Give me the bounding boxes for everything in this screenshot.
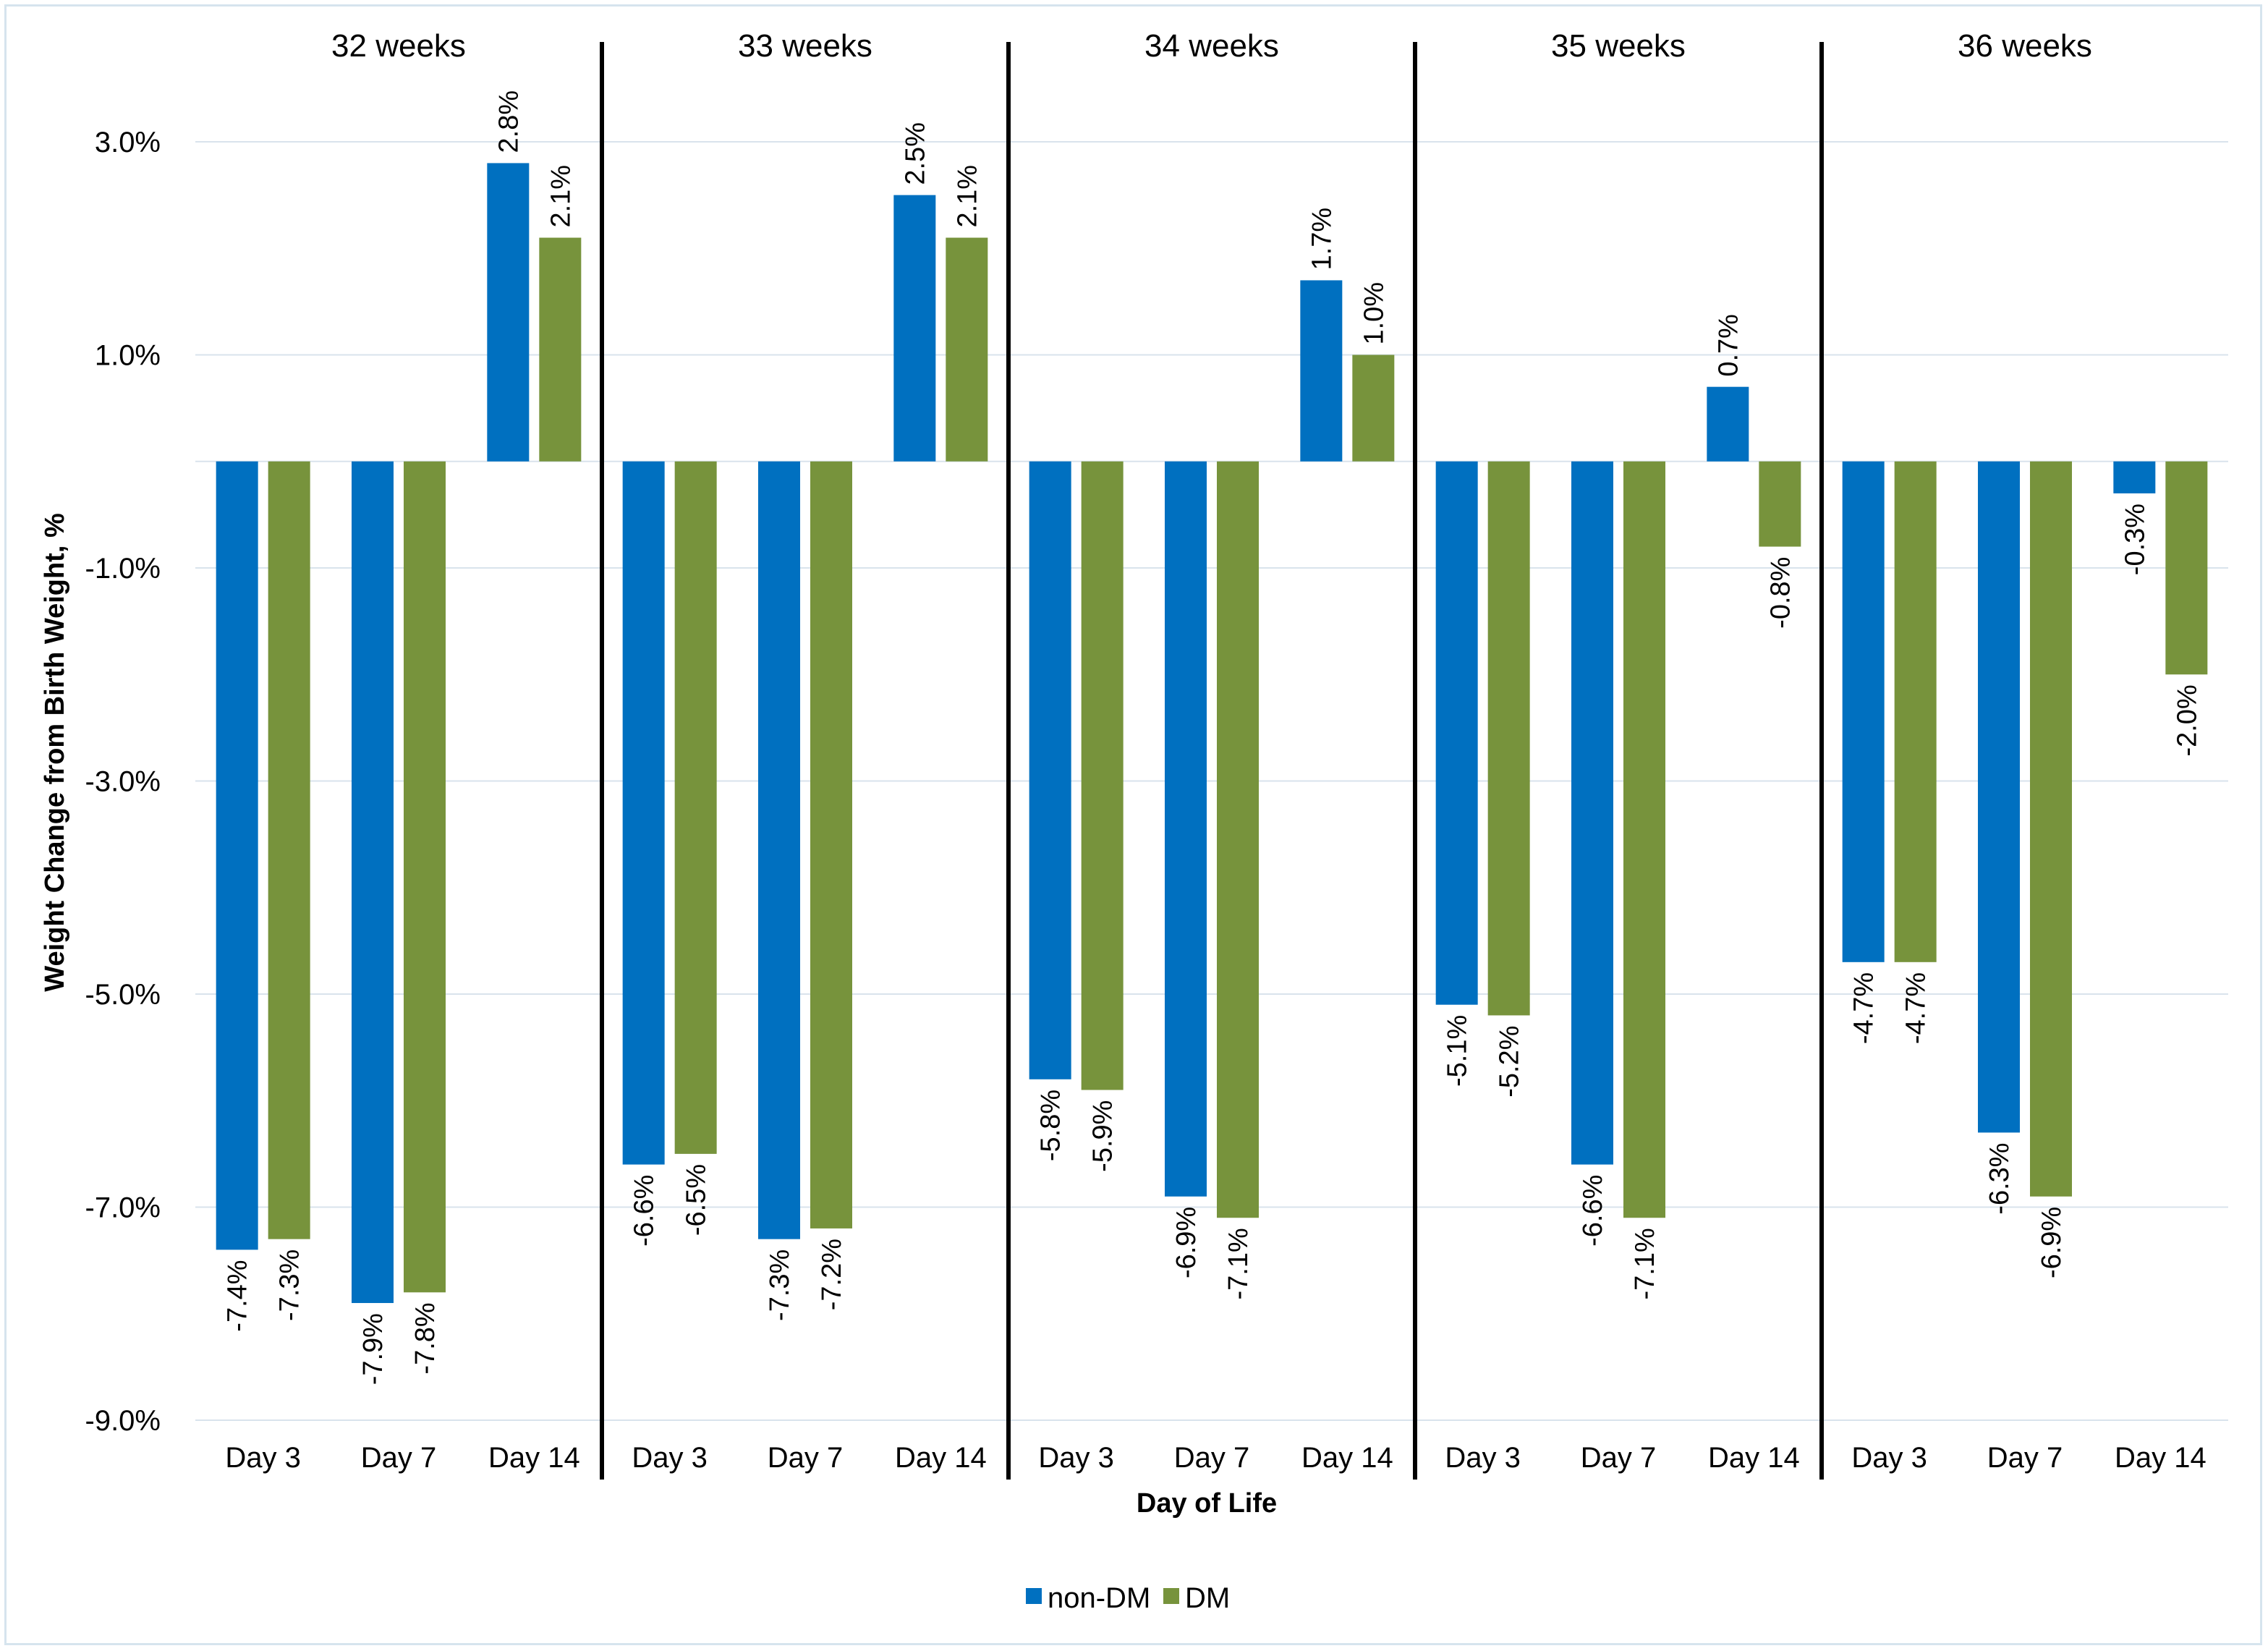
data-label: -7.3% — [765, 1249, 795, 1321]
category-label: Day 14 — [488, 1442, 580, 1474]
data-label: -6.9% — [1171, 1207, 1202, 1278]
bars — [216, 163, 2208, 1304]
bar-non-dm — [1707, 386, 1749, 462]
y-tick-label: 1.0% — [95, 340, 161, 372]
data-label: 0.7% — [1713, 314, 1744, 377]
category-label: Day 3 — [1445, 1442, 1521, 1474]
bar-non-dm — [758, 461, 800, 1239]
data-label: -6.9% — [2036, 1207, 2067, 1278]
data-label: -5.2% — [1495, 1025, 1525, 1097]
data-label: -5.1% — [1443, 1015, 1473, 1087]
group-label: 32 weeks — [331, 28, 466, 64]
data-label: -7.1% — [1630, 1228, 1660, 1299]
data-label: -2.0% — [2172, 684, 2202, 756]
category-label: Day 14 — [1301, 1442, 1393, 1474]
bar-non-dm — [1571, 461, 1613, 1165]
bar-dm — [404, 461, 446, 1293]
bar-dm — [1623, 461, 1665, 1218]
labels: 3.0% 1.0% -1.0% -3.0% -5.0% -7.0% -9.0% 32 week… — [85, 28, 2207, 1474]
bar-non-dm — [1978, 461, 2020, 1133]
data-label: -7.2% — [817, 1239, 847, 1310]
y-tick-label: -1.0% — [85, 553, 161, 585]
legend-label: non-DM — [1048, 1582, 1150, 1614]
bar-non-dm — [622, 461, 665, 1165]
gridlines — [195, 141, 2228, 1421]
bar-non-dm — [216, 461, 258, 1250]
legend-label: DM — [1185, 1582, 1230, 1614]
group-label: 35 weeks — [1551, 28, 1686, 64]
data-label: -7.8% — [410, 1302, 441, 1374]
data-label: -6.3% — [1984, 1142, 2015, 1214]
data-label: -7.3% — [275, 1249, 305, 1321]
y-tick-label: -9.0% — [85, 1405, 161, 1437]
data-label: -6.5% — [681, 1164, 712, 1236]
bar-dm — [1894, 461, 1937, 962]
bar-dm — [268, 461, 310, 1239]
bar-non-dm — [1435, 461, 1478, 1005]
group-label: 34 weeks — [1144, 28, 1279, 64]
data-label: 2.1% — [952, 165, 982, 228]
y-tick-label: -7.0% — [85, 1192, 161, 1224]
data-label: -7.1% — [1223, 1228, 1254, 1299]
bar-non-dm — [1165, 461, 1207, 1197]
bar-dm — [946, 237, 988, 462]
legend-swatch-non-dm — [1026, 1588, 1042, 1604]
category-label: Day 7 — [1174, 1442, 1250, 1474]
bar-dm — [810, 461, 852, 1228]
category-label: Day 3 — [225, 1442, 301, 1474]
category-label: Day 3 — [1851, 1442, 1927, 1474]
data-label: -0.3% — [2120, 504, 2150, 575]
bar-dm — [539, 237, 582, 462]
category-label: Day 7 — [1581, 1442, 1657, 1474]
data-label: -6.6% — [629, 1175, 660, 1247]
bar-dm — [1081, 461, 1124, 1090]
bar-non-dm — [1842, 461, 1885, 962]
bar-dm — [1352, 355, 1395, 462]
bar-dm — [2030, 461, 2072, 1197]
y-tick-label: -3.0% — [85, 766, 161, 798]
data-label: -6.6% — [1578, 1175, 1608, 1247]
data-label: -0.8% — [1765, 557, 1796, 629]
y-tick-label: 3.0% — [95, 127, 161, 158]
bar-dm — [1217, 461, 1259, 1218]
data-label: -5.9% — [1088, 1100, 1118, 1172]
category-label: Day 14 — [2115, 1442, 2207, 1474]
bar-non-dm — [2113, 461, 2156, 493]
data-label: 2.8% — [493, 90, 524, 153]
category-label: Day 3 — [632, 1442, 708, 1474]
data-label: -4.7% — [1901, 972, 1932, 1044]
group-label: 36 weeks — [1958, 28, 2092, 64]
data-label: -5.8% — [1036, 1090, 1066, 1161]
category-label: Day 7 — [361, 1442, 437, 1474]
category-label: Day 7 — [768, 1442, 844, 1474]
legend-swatch-dm — [1163, 1588, 1179, 1604]
group-label: 33 weeks — [738, 28, 872, 64]
bar-dm — [1487, 461, 1530, 1016]
data-label: -7.4% — [223, 1260, 253, 1331]
bar-non-dm — [1300, 280, 1343, 462]
data-label: -4.7% — [1849, 972, 1880, 1044]
x-axis-title: Day of Life — [1137, 1488, 1277, 1519]
legend: non-DM DM — [1026, 1582, 1230, 1614]
bar-dm — [2165, 461, 2208, 675]
group-separators — [600, 42, 1824, 1480]
bar-non-dm — [352, 461, 394, 1304]
bar-dm — [674, 461, 717, 1154]
y-axis-title: Weight Change from Birth Weight, % — [40, 513, 70, 991]
y-tick-label: -5.0% — [85, 979, 161, 1011]
category-label: Day 3 — [1038, 1442, 1114, 1474]
bar-non-dm — [893, 195, 936, 462]
data-label: 1.7% — [1307, 208, 1337, 271]
bar-non-dm — [1029, 461, 1071, 1079]
category-label: Day 7 — [1987, 1442, 2063, 1474]
data-label: 2.5% — [900, 122, 930, 185]
data-label: -7.9% — [358, 1313, 388, 1385]
category-label: Day 14 — [895, 1442, 987, 1474]
bar-non-dm — [487, 163, 530, 462]
category-label: Day 14 — [1708, 1442, 1800, 1474]
data-label: 2.1% — [545, 165, 576, 228]
data-label: 1.0% — [1359, 282, 1389, 345]
bar-dm — [1759, 461, 1801, 547]
